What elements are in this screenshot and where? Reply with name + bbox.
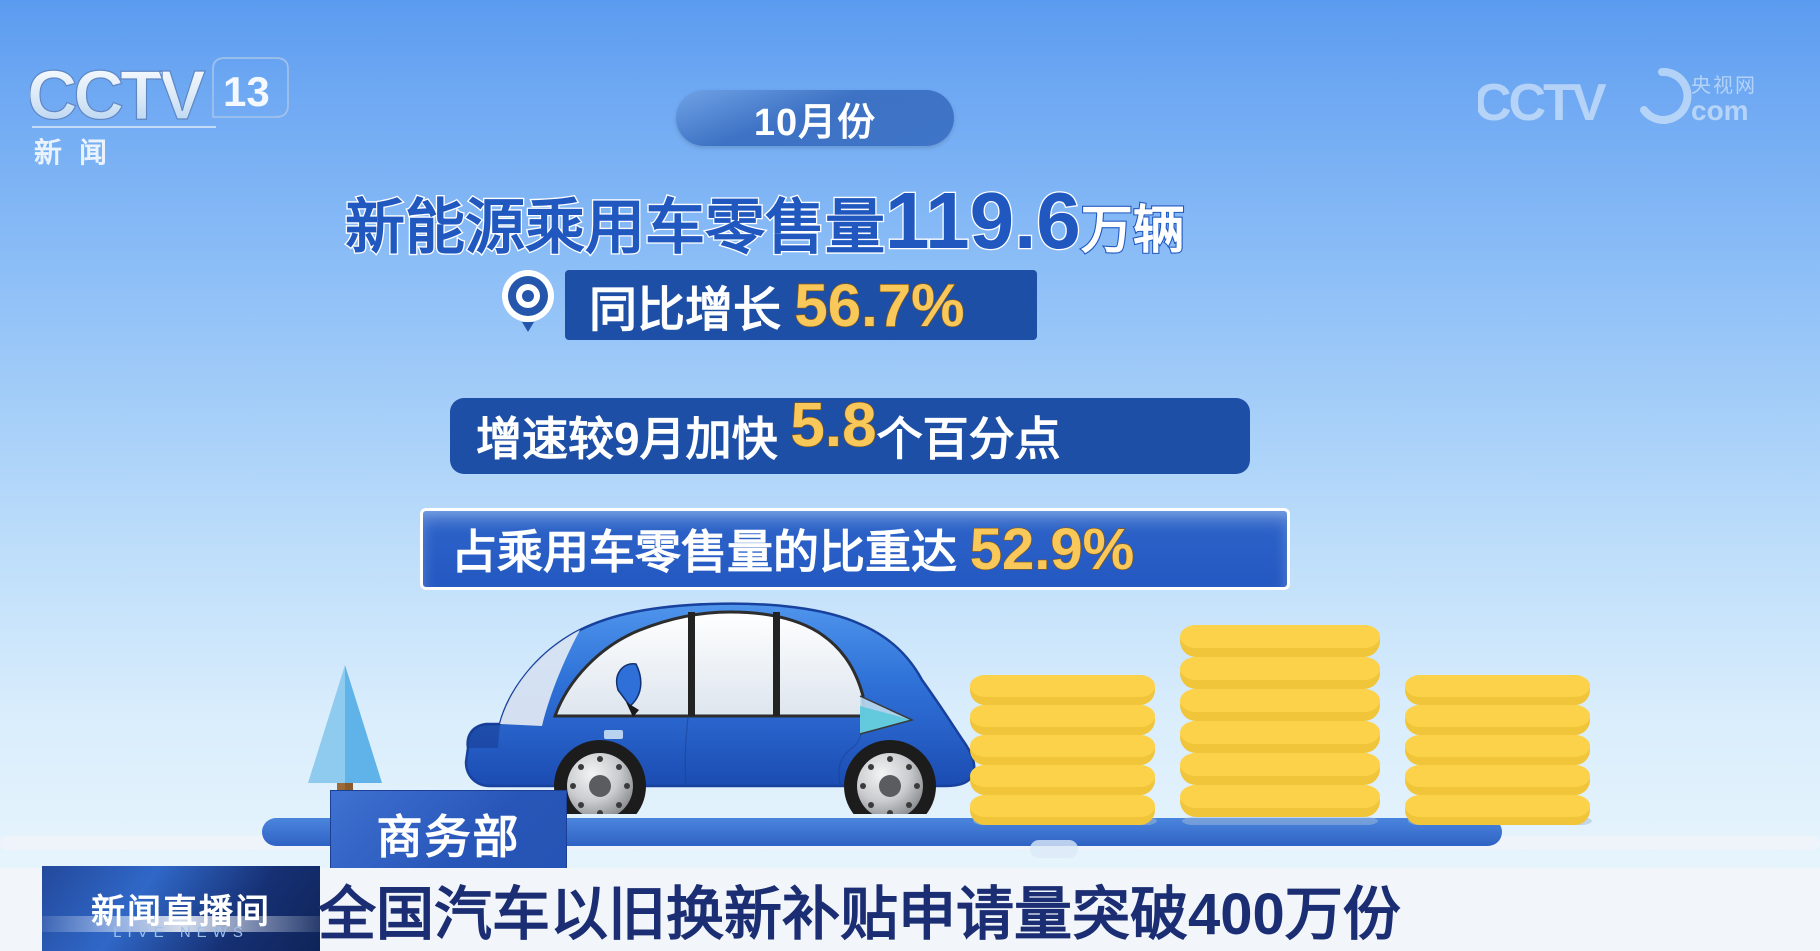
- svg-text:CCTV: CCTV: [30, 56, 206, 134]
- svg-text:央视网: 央视网: [1691, 74, 1757, 97]
- svg-text:com: com: [1691, 95, 1749, 126]
- svg-text:CCTV: CCTV: [1478, 74, 1607, 132]
- svg-text:13: 13: [223, 68, 270, 115]
